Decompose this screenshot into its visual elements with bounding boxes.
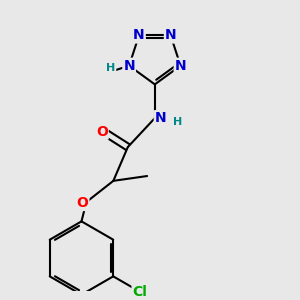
Text: H: H	[106, 63, 116, 73]
Text: N: N	[165, 28, 176, 43]
Text: N: N	[155, 111, 167, 125]
Text: Cl: Cl	[133, 285, 147, 299]
Text: N: N	[175, 59, 186, 73]
Text: O: O	[76, 196, 88, 210]
Text: N: N	[133, 28, 145, 43]
Text: H: H	[173, 117, 182, 127]
Text: O: O	[96, 124, 108, 139]
Text: N: N	[123, 59, 135, 73]
